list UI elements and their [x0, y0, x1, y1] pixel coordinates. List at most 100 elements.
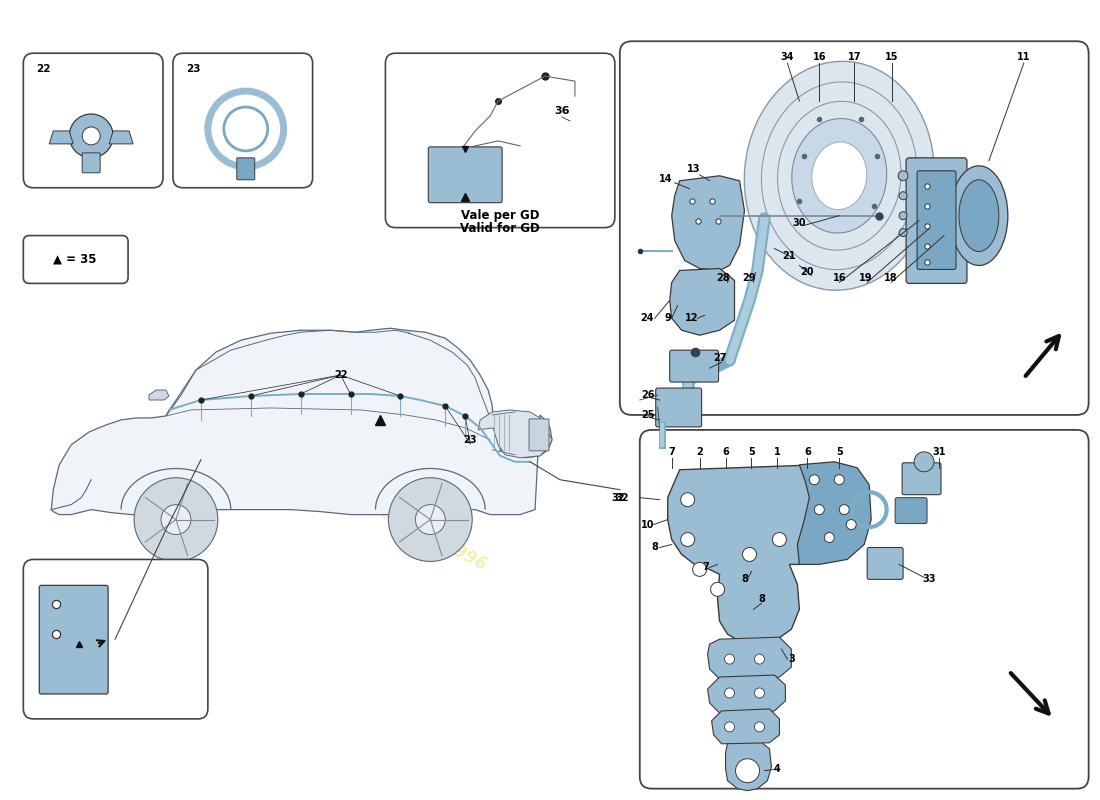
- Ellipse shape: [745, 62, 934, 290]
- Circle shape: [755, 722, 764, 732]
- FancyBboxPatch shape: [895, 498, 927, 523]
- Text: 23: 23: [186, 64, 200, 74]
- Circle shape: [388, 478, 472, 562]
- Polygon shape: [670, 269, 735, 335]
- Circle shape: [742, 547, 757, 562]
- Text: 6: 6: [723, 447, 729, 457]
- Text: 10: 10: [641, 519, 654, 530]
- Text: 8: 8: [741, 574, 748, 584]
- Text: 1: 1: [774, 447, 781, 457]
- Ellipse shape: [959, 180, 999, 251]
- Circle shape: [416, 505, 446, 534]
- Polygon shape: [726, 741, 771, 790]
- FancyBboxPatch shape: [173, 54, 312, 188]
- FancyBboxPatch shape: [23, 54, 163, 188]
- Text: 32: 32: [615, 493, 628, 502]
- Text: 20: 20: [801, 267, 814, 278]
- Polygon shape: [478, 410, 552, 458]
- Text: Vale per GD: Vale per GD: [461, 209, 539, 222]
- Text: 27: 27: [713, 353, 726, 363]
- Text: 36: 36: [554, 106, 570, 116]
- Circle shape: [914, 452, 934, 472]
- Text: 21: 21: [782, 250, 796, 261]
- Text: 25: 25: [641, 410, 654, 420]
- FancyBboxPatch shape: [23, 235, 128, 283]
- FancyBboxPatch shape: [529, 419, 549, 451]
- Text: 14: 14: [659, 174, 672, 184]
- Circle shape: [814, 505, 824, 514]
- FancyBboxPatch shape: [670, 350, 718, 382]
- Polygon shape: [712, 709, 780, 744]
- Text: 5: 5: [836, 447, 843, 457]
- Text: 16: 16: [833, 274, 846, 283]
- FancyBboxPatch shape: [656, 388, 702, 427]
- Circle shape: [82, 127, 100, 145]
- Text: 28: 28: [717, 274, 730, 283]
- FancyBboxPatch shape: [640, 430, 1089, 789]
- Circle shape: [834, 474, 845, 485]
- Text: 16: 16: [813, 52, 826, 62]
- FancyBboxPatch shape: [867, 547, 903, 579]
- Text: 8: 8: [758, 594, 764, 604]
- Text: 4: 4: [774, 764, 781, 774]
- Polygon shape: [148, 390, 169, 400]
- Circle shape: [681, 493, 694, 506]
- Text: 8: 8: [651, 542, 658, 553]
- Text: 29: 29: [742, 274, 756, 283]
- Text: 30: 30: [793, 218, 806, 228]
- Circle shape: [755, 688, 764, 698]
- FancyBboxPatch shape: [236, 158, 255, 180]
- Text: 2: 2: [696, 447, 703, 457]
- Circle shape: [69, 114, 113, 158]
- Text: 3: 3: [788, 654, 795, 664]
- Text: 34: 34: [781, 52, 794, 62]
- Ellipse shape: [792, 118, 887, 233]
- Circle shape: [736, 758, 759, 782]
- Polygon shape: [52, 328, 552, 514]
- Circle shape: [899, 192, 907, 200]
- Circle shape: [810, 474, 820, 485]
- Text: 6: 6: [804, 447, 811, 457]
- Text: 17: 17: [847, 52, 861, 62]
- Polygon shape: [707, 675, 785, 713]
- Ellipse shape: [812, 142, 867, 210]
- Text: ▲ = 35: ▲ = 35: [54, 253, 97, 266]
- Text: 11: 11: [1018, 52, 1031, 62]
- Text: 19: 19: [858, 274, 872, 283]
- Circle shape: [899, 212, 907, 220]
- Circle shape: [693, 562, 706, 576]
- Text: 26: 26: [641, 390, 654, 400]
- Circle shape: [772, 533, 786, 546]
- Text: 7: 7: [669, 447, 675, 457]
- Text: 23: 23: [463, 435, 477, 445]
- Circle shape: [725, 654, 735, 664]
- FancyBboxPatch shape: [917, 170, 956, 270]
- Text: 12: 12: [685, 314, 698, 323]
- Circle shape: [824, 533, 834, 542]
- Text: a passion for parts since 1996: a passion for parts since 1996: [231, 426, 490, 574]
- FancyBboxPatch shape: [385, 54, 615, 228]
- Polygon shape: [50, 131, 74, 144]
- Text: 32: 32: [612, 493, 625, 502]
- Text: 33: 33: [922, 574, 936, 584]
- Circle shape: [161, 505, 191, 534]
- FancyBboxPatch shape: [40, 586, 108, 694]
- Text: 18: 18: [884, 274, 898, 283]
- FancyBboxPatch shape: [428, 147, 502, 202]
- FancyBboxPatch shape: [23, 559, 208, 719]
- Circle shape: [846, 519, 856, 530]
- Polygon shape: [668, 465, 847, 644]
- Ellipse shape: [950, 166, 1008, 266]
- Circle shape: [839, 505, 849, 514]
- Text: 22: 22: [333, 370, 348, 380]
- Circle shape: [711, 582, 725, 596]
- Circle shape: [681, 533, 694, 546]
- Text: 13: 13: [686, 164, 701, 174]
- Circle shape: [899, 229, 907, 237]
- Text: 31: 31: [933, 447, 946, 457]
- Text: 24: 24: [640, 314, 653, 323]
- Text: e-: e-: [260, 430, 302, 470]
- FancyBboxPatch shape: [619, 42, 1089, 415]
- Circle shape: [134, 478, 218, 562]
- Text: 7: 7: [702, 562, 710, 573]
